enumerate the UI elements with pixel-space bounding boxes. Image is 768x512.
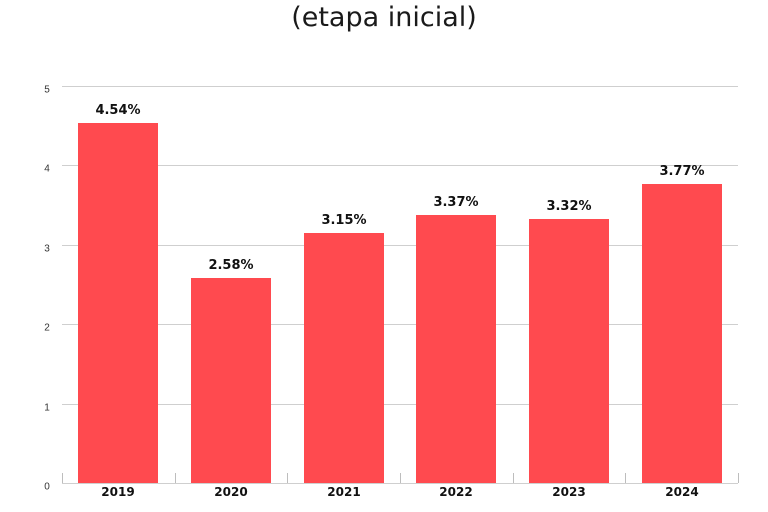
x-tick-label: 2024 <box>665 485 699 499</box>
x-tick-mark <box>287 473 288 483</box>
y-tick-label: 1 <box>44 402 50 414</box>
value-label: 4.54% <box>95 103 141 118</box>
value-label: 2.58% <box>208 258 254 273</box>
gridline <box>62 404 738 405</box>
y-tick-label: 0 <box>44 481 50 493</box>
y-tick-label: 4 <box>44 163 50 175</box>
bar-2022 <box>416 215 496 483</box>
bar-2021 <box>304 233 384 483</box>
bar-2019 <box>78 123 158 483</box>
x-tick-label: 2022 <box>439 485 473 499</box>
x-tick-mark <box>62 473 63 483</box>
chart-title: (etapa inicial) <box>291 2 477 33</box>
x-tick-mark <box>625 473 626 483</box>
gridline <box>62 324 738 325</box>
y-tick-label: 3 <box>44 243 50 255</box>
x-axis-line <box>62 483 738 484</box>
x-tick-mark <box>175 473 176 483</box>
x-tick-mark <box>400 473 401 483</box>
x-tick-label: 2021 <box>327 485 361 499</box>
x-tick-label: 2023 <box>552 485 586 499</box>
gridline <box>62 165 738 166</box>
gridline <box>62 86 738 87</box>
bar-2023 <box>529 219 609 483</box>
x-tick-mark <box>513 473 514 483</box>
x-tick-mark <box>738 473 739 483</box>
y-tick-label: 2 <box>44 322 50 334</box>
value-label: 3.15% <box>321 213 367 228</box>
y-tick-label: 5 <box>44 84 50 96</box>
value-label: 3.77% <box>659 164 705 179</box>
x-tick-label: 2020 <box>214 485 248 499</box>
gridline <box>62 245 738 246</box>
bar-2020 <box>191 278 271 483</box>
bar-2024 <box>642 184 722 483</box>
value-label: 3.37% <box>433 195 479 210</box>
value-label: 3.32% <box>546 199 592 214</box>
x-tick-label: 2019 <box>101 485 135 499</box>
